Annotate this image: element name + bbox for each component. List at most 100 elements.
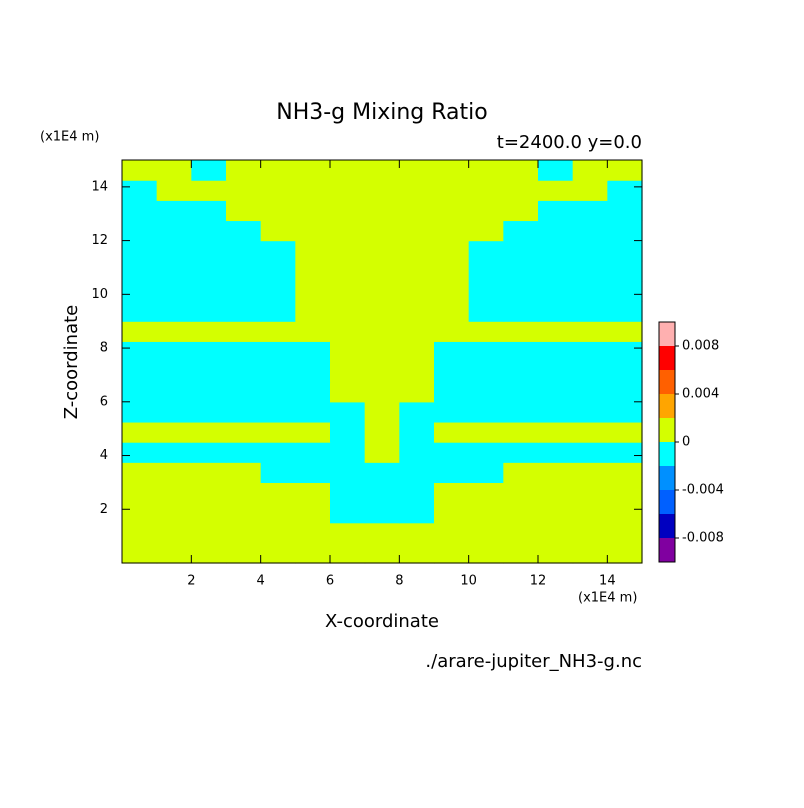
heatmap-cell — [226, 381, 262, 403]
heatmap-cell — [295, 301, 331, 322]
heatmap-cell — [434, 502, 470, 524]
heatmap-cell — [607, 542, 643, 564]
heatmap-cell — [399, 180, 435, 201]
heatmap-cell — [538, 502, 574, 524]
colorbar-tick-label: 0.008 — [682, 339, 719, 354]
heatmap-cell — [156, 421, 192, 443]
heatmap-cell — [468, 240, 504, 262]
heatmap-cell — [122, 361, 158, 383]
x-tick-label: 10 — [460, 574, 477, 589]
heatmap-cell — [503, 341, 539, 363]
heatmap-cell — [503, 280, 539, 302]
heatmap-cell — [503, 200, 539, 222]
heatmap-cell — [399, 260, 435, 282]
heatmap-cell — [572, 442, 608, 463]
y-tick-label: 14 — [91, 179, 108, 194]
heatmap-cell — [226, 341, 262, 363]
heatmap-cell — [295, 401, 331, 423]
heatmap-cell — [572, 482, 608, 504]
heatmap-cell — [226, 421, 262, 443]
heatmap-cell — [191, 260, 227, 282]
heatmap-cell — [260, 421, 296, 443]
heatmap-cell — [607, 180, 643, 201]
heatmap-cell — [399, 361, 435, 383]
heatmap-cell — [572, 381, 608, 403]
heatmap-cell — [607, 321, 643, 342]
heatmap-cell — [122, 260, 158, 282]
heatmap-cell — [572, 341, 608, 363]
source-label: ./arare-jupiter_NH3-g.nc — [425, 651, 642, 672]
heatmap-cell — [503, 160, 539, 181]
heatmap-cell — [607, 301, 643, 322]
heatmap-cell — [295, 200, 331, 222]
heatmap-cell — [295, 321, 331, 342]
heatmap-cell — [364, 482, 400, 504]
heatmap-cell — [434, 200, 470, 222]
heatmap-cell — [156, 321, 192, 342]
heatmap-cell — [226, 542, 262, 564]
heatmap-cell — [191, 421, 227, 443]
heatmap-cell — [122, 240, 158, 262]
heatmap-cell — [330, 220, 366, 242]
heatmap-cell — [191, 200, 227, 222]
heatmap-cell — [122, 220, 158, 242]
heatmap-cell — [295, 421, 331, 443]
heatmap-cell — [122, 421, 158, 443]
heatmap-cell — [399, 321, 435, 342]
heatmap-cell — [364, 321, 400, 342]
x-tick-label: 12 — [530, 574, 547, 589]
heatmap-cell — [364, 260, 400, 282]
heatmap-cell — [295, 220, 331, 242]
heatmap-cell — [330, 381, 366, 403]
heatmap-cell — [156, 260, 192, 282]
heatmap-cell — [538, 160, 574, 181]
heatmap-cell — [330, 522, 366, 544]
heatmap-cell — [260, 200, 296, 222]
heatmap-cell — [468, 462, 504, 483]
heatmap-cell — [364, 542, 400, 564]
heatmap-cell — [434, 421, 470, 443]
x-axis-label: X-coordinate — [325, 611, 439, 632]
heatmap-cell — [156, 160, 192, 181]
heatmap-cell — [468, 180, 504, 201]
colorbar-segment — [659, 346, 675, 370]
heatmap-cell — [122, 462, 158, 483]
heatmap-cell — [364, 502, 400, 524]
heatmap-cell — [364, 301, 400, 322]
heatmap-cell — [607, 421, 643, 443]
heatmap-cell — [607, 381, 643, 403]
heatmap-cell — [295, 482, 331, 504]
heatmap-cell — [538, 200, 574, 222]
heatmap-cell — [364, 401, 400, 423]
y-unit: (x1E4 m) — [40, 130, 99, 145]
heatmap-cell — [295, 442, 331, 463]
heatmap-cell — [503, 401, 539, 423]
heatmap-cell — [330, 301, 366, 322]
heatmap-cell — [572, 542, 608, 564]
colorbar-tick-label: 0 — [682, 435, 690, 450]
heatmap-cell — [364, 522, 400, 544]
heatmap-cell — [434, 482, 470, 504]
heatmap-cell — [572, 280, 608, 302]
heatmap-cell — [260, 381, 296, 403]
heatmap-cell — [503, 502, 539, 524]
heatmap-cell — [226, 260, 262, 282]
heatmap-cell — [434, 401, 470, 423]
heatmap-cell — [572, 200, 608, 222]
heatmap-cell — [156, 482, 192, 504]
colorbar-segment — [659, 418, 675, 442]
heatmap-cell — [156, 341, 192, 363]
heatmap-cell — [260, 361, 296, 383]
heatmap-cell — [572, 180, 608, 201]
heatmap-cell — [191, 280, 227, 302]
heatmap-cell — [260, 522, 296, 544]
heatmap-cell — [295, 160, 331, 181]
heatmap-cell — [503, 442, 539, 463]
heatmap-cell — [191, 160, 227, 181]
heatmap-cell — [122, 502, 158, 524]
heatmap-cell — [434, 160, 470, 181]
heatmap-cell — [434, 361, 470, 383]
y-axis-label: Z-coordinate — [61, 305, 82, 420]
y-tick-label: 8 — [100, 341, 108, 356]
